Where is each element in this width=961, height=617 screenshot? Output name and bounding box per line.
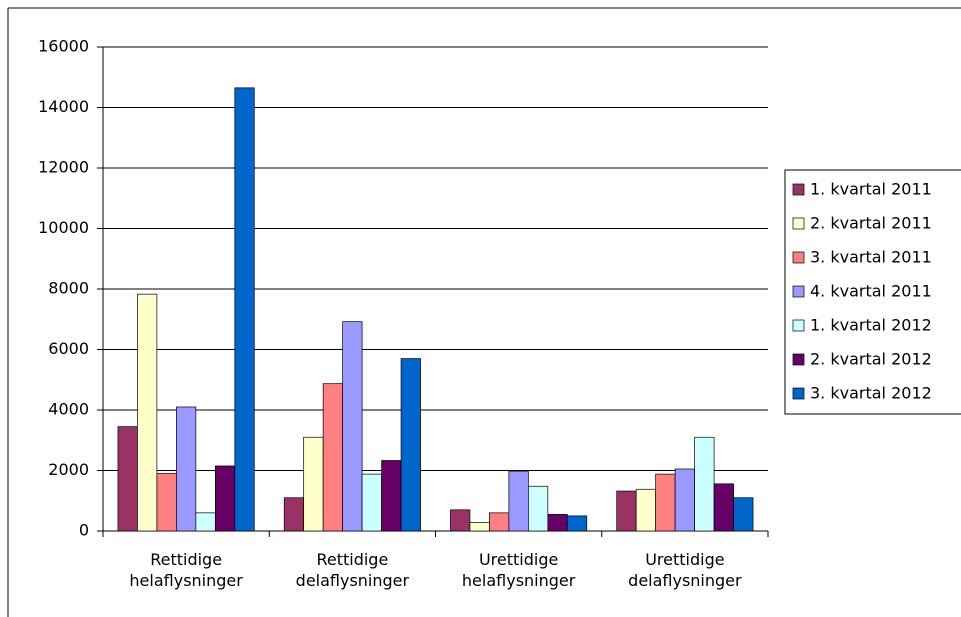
bar <box>450 509 471 532</box>
legend-swatch <box>792 353 805 366</box>
y-tick-label: 16000 <box>38 37 89 56</box>
x-tick-label: Urettidige delaflysninger <box>628 550 742 590</box>
y-tick-label: 8000 <box>48 279 89 298</box>
bar <box>342 321 363 532</box>
y-tick-label: 10000 <box>38 218 89 237</box>
legend-label: 3. kvartal 2011 <box>810 248 932 267</box>
y-tick-label: 0 <box>79 521 89 540</box>
bar <box>547 514 568 532</box>
legend-label: 3. kvartal 2012 <box>810 384 932 403</box>
bar <box>117 426 138 532</box>
y-tick-label: 2000 <box>48 460 89 479</box>
legend-swatch <box>792 285 805 298</box>
bar <box>195 512 216 532</box>
bar <box>528 485 549 532</box>
bar <box>469 522 490 532</box>
legend-swatch <box>792 183 805 196</box>
bar <box>303 436 324 532</box>
bar <box>322 383 343 532</box>
bar <box>137 293 158 532</box>
bar <box>655 473 676 532</box>
bar <box>234 87 255 532</box>
bar <box>176 406 197 532</box>
y-tick-label: 6000 <box>48 339 89 358</box>
legend-box <box>784 169 961 415</box>
y-tick-label: 4000 <box>48 400 89 419</box>
x-tick-label: Rettidige helaflysninger <box>129 550 243 590</box>
bar <box>635 488 657 532</box>
bar <box>214 465 236 532</box>
bar <box>489 512 510 532</box>
bar <box>283 497 305 532</box>
bar <box>361 473 382 532</box>
y-tick-label: 14000 <box>38 97 89 116</box>
bar <box>694 436 715 532</box>
bar <box>713 483 734 532</box>
legend-swatch <box>792 319 805 332</box>
legend-label: 4. kvartal 2011 <box>810 282 932 301</box>
legend-swatch <box>792 387 805 400</box>
bar <box>381 460 402 532</box>
bar <box>156 473 177 532</box>
bar <box>566 515 588 532</box>
legend-label: 2. kvartal 2012 <box>810 350 932 369</box>
x-tick-label: Rettidige delaflysninger <box>295 550 410 590</box>
y-tick-label: 12000 <box>38 158 89 177</box>
legend-swatch <box>792 217 805 230</box>
bar <box>616 490 637 532</box>
legend-label: 1. kvartal 2012 <box>810 316 932 335</box>
bar <box>508 470 529 532</box>
bar <box>674 468 695 532</box>
bar <box>400 358 421 532</box>
legend-label: 1. kvartal 2011 <box>810 180 932 199</box>
legend-label: 2. kvartal 2011 <box>810 214 932 233</box>
bar <box>733 497 754 532</box>
x-tick-label: Urettidige helaflysninger <box>461 550 576 590</box>
legend-swatch <box>792 251 805 264</box>
